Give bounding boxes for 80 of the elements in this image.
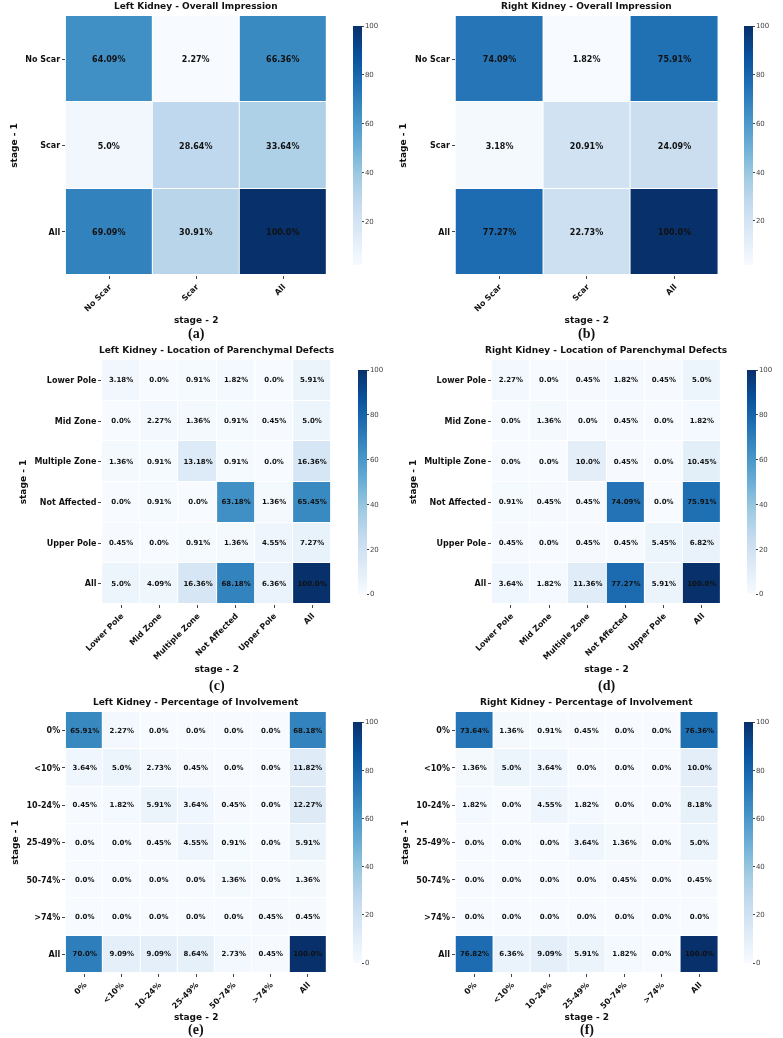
data-label: 66.36% [266, 54, 300, 64]
data-label: 20.91% [569, 141, 604, 151]
y-tick-label: >74% [34, 912, 61, 922]
data-label: 64.09% [92, 54, 126, 64]
x-tick-label: All [297, 980, 313, 996]
y-tick-label: All [474, 579, 487, 589]
x-axis-title: stage - 2 [173, 315, 219, 326]
data-label: 30.91% [179, 227, 213, 237]
x-axis-title: stage - 2 [564, 315, 610, 326]
y-tick-label: 50-74% [416, 875, 450, 885]
x-axis-title: stage - 2 [194, 663, 239, 674]
y-tick-label: Lower Pole [46, 376, 98, 386]
y-tick-label: Scar [40, 141, 61, 151]
text: (a) [188, 326, 205, 342]
chart-title: Right Kidney - Percentage of Involvement [480, 697, 694, 707]
y-tick-label: Multiple Zone [424, 457, 487, 467]
data-label: 77.27% [482, 227, 517, 237]
y-tick-label: Upper Pole [46, 538, 98, 548]
y-tick-label: Not Affected [39, 498, 97, 508]
y-tick-label: Upper Pole [436, 538, 487, 548]
y-tick-label: 10-24% [26, 801, 61, 811]
y-axis-title: stage - 1 [9, 820, 20, 865]
y-tick-label: Mid Zone [444, 416, 487, 426]
x-axis-title: stage - 2 [564, 1012, 610, 1023]
data-label: 75.91% [657, 54, 692, 64]
data-label: 24.09% [657, 141, 692, 151]
text: (c) [209, 678, 225, 694]
y-tick-label: Multiple Zone [34, 457, 98, 467]
data-label: 1.82% [572, 54, 601, 64]
y-tick-label: No Scar [25, 54, 61, 64]
text: (d) [598, 678, 616, 694]
y-tick-label: Not Affected [429, 498, 487, 508]
y-axis-title: stage - 1 [17, 459, 28, 505]
data-label: 74.09% [482, 54, 517, 64]
data-label: 28.64% [179, 141, 213, 151]
y-axis-title: stage - 1 [8, 123, 19, 168]
y-tick-label: All [84, 579, 97, 589]
x-axis-title: stage - 2 [584, 663, 629, 674]
y-tick-label: >74% [424, 912, 450, 922]
y-tick-label: 0% [46, 726, 61, 736]
data-label: 69.09% [92, 227, 126, 237]
x-tick-label: All [691, 611, 707, 627]
x-tick-label: All [301, 611, 317, 627]
y-tick-label: No Scar [415, 54, 450, 64]
x-tick-label: All [664, 282, 679, 298]
text: (f) [580, 1022, 595, 1038]
chart-title: Left Kidney - Overall Impression [114, 1, 278, 11]
y-tick-label: 10-24% [416, 801, 450, 811]
y-tick-label: All [438, 950, 451, 960]
data-label: 33.64% [266, 141, 300, 151]
data-label: 5.0% [97, 141, 120, 151]
data-label: 100.0% [266, 227, 300, 237]
y-tick-label: <10% [34, 763, 61, 773]
data-label: 3.18% [485, 141, 514, 151]
y-tick-label: 25-49% [26, 838, 61, 848]
data-label: 2.27% [181, 54, 210, 64]
y-tick-label: 50-74% [26, 875, 61, 885]
y-axis-title: stage - 1 [398, 123, 409, 168]
chart-title: Left Kidney - Location of Parenchymal Defects [99, 345, 334, 355]
x-tick-label: All [272, 282, 288, 298]
y-tick-label: All [48, 950, 61, 960]
chart-title: Right Kidney - Overall Impression [501, 1, 672, 11]
chart-title: Right Kidney - Location of Parenchymal Defects [485, 345, 728, 355]
y-tick-label: Scar [430, 141, 450, 151]
text: (e) [188, 1022, 204, 1038]
y-tick-label: <10% [424, 763, 450, 773]
y-tick-label: 0% [436, 726, 450, 736]
y-tick-label: 25-49% [416, 838, 450, 848]
y-axis-title: stage - 1 [407, 459, 418, 505]
y-tick-label: All [48, 227, 61, 237]
data-label: 100.0% [657, 227, 692, 237]
text: (b) [578, 326, 596, 342]
data-label: 22.73% [569, 227, 604, 237]
y-tick-label: Lower Pole [436, 376, 487, 386]
chart-title: Left Kidney - Percentage of Involvement [93, 697, 300, 707]
y-axis-title: stage - 1 [399, 820, 410, 865]
x-axis-title: stage - 2 [173, 1012, 219, 1023]
x-tick-label: All [689, 980, 704, 996]
y-tick-label: All [438, 227, 451, 237]
y-tick-label: Mid Zone [54, 416, 98, 426]
